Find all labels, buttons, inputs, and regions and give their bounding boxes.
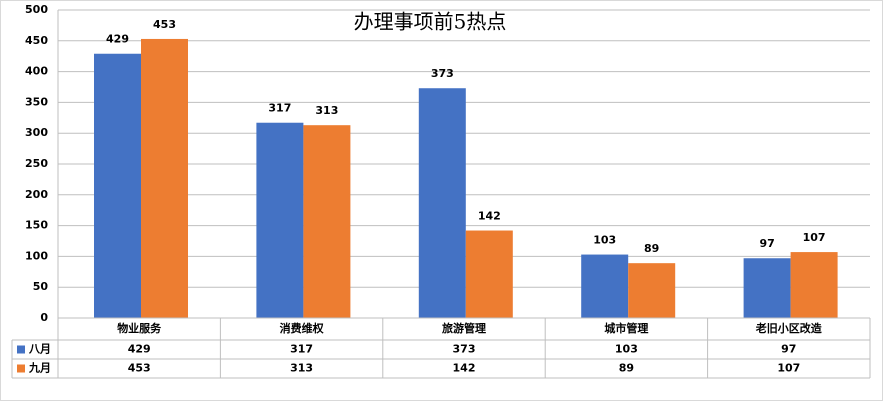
data-label: 97 xyxy=(759,237,774,250)
legend-label: 八月 xyxy=(28,343,51,356)
x-tick-label: 物业服务 xyxy=(117,321,162,335)
data-label: 429 xyxy=(106,33,129,46)
chart-title: 办理事项前5热点 xyxy=(354,10,507,34)
x-tick-label: 城市管理 xyxy=(604,321,648,335)
data-label: 373 xyxy=(431,67,454,80)
x-tick-label: 旅游管理 xyxy=(442,321,486,335)
data-label: 453 xyxy=(153,18,176,31)
bar xyxy=(743,258,791,318)
y-tick-label: 400 xyxy=(25,65,48,78)
y-tick-label: 50 xyxy=(33,280,49,293)
table-value: 453 xyxy=(128,362,151,375)
legend-key xyxy=(17,364,25,373)
table-value: 103 xyxy=(615,343,638,356)
bar xyxy=(94,53,141,319)
table-value: 429 xyxy=(128,343,151,356)
y-tick-label: 300 xyxy=(25,126,48,139)
table-value: 107 xyxy=(777,362,800,375)
bar xyxy=(581,254,629,318)
bar xyxy=(256,122,304,318)
table-value: 373 xyxy=(453,343,476,356)
legend-label: 九月 xyxy=(28,361,51,375)
y-tick-label: 0 xyxy=(40,311,48,324)
bar xyxy=(790,252,838,318)
y-tick-label: 500 xyxy=(25,3,48,16)
bar xyxy=(465,230,513,318)
y-tick-label: 450 xyxy=(25,34,48,47)
y-tick-label: 350 xyxy=(25,95,48,108)
data-label: 103 xyxy=(593,234,616,247)
y-tick-label: 250 xyxy=(25,157,48,170)
bar xyxy=(303,125,351,318)
data-label: 107 xyxy=(803,231,826,244)
bar xyxy=(628,263,676,318)
table-value: 142 xyxy=(453,362,476,375)
y-tick-label: 150 xyxy=(25,219,48,232)
bar xyxy=(141,38,188,319)
x-tick-label: 消费维权 xyxy=(280,321,325,335)
legend-key xyxy=(17,345,25,354)
y-tick-label: 200 xyxy=(25,188,48,201)
data-label: 89 xyxy=(644,242,659,255)
y-tick-label: 100 xyxy=(25,249,48,262)
bar xyxy=(418,88,466,319)
data-label: 142 xyxy=(478,210,501,223)
table-value: 317 xyxy=(290,343,313,356)
table-value: 89 xyxy=(619,362,634,375)
table-value: 97 xyxy=(781,343,796,356)
table-value: 313 xyxy=(290,362,313,375)
data-label: 313 xyxy=(315,104,338,117)
x-tick-label: 老旧小区改造 xyxy=(755,321,823,335)
data-label: 317 xyxy=(268,102,291,115)
